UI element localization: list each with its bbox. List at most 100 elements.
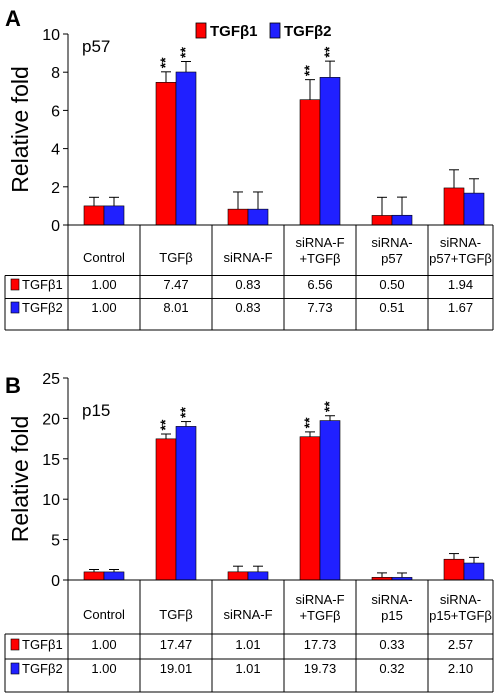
table-cell: 0.83 [235, 277, 260, 292]
category-label: siRNA-F [295, 235, 344, 250]
legend: TGFβ1 TGFβ2 [195, 22, 332, 40]
significance-mark: ** [157, 419, 173, 430]
y-tick-label: 0 [51, 218, 60, 235]
bar-tgfb1 [83, 205, 105, 226]
table-cell: 1.00 [91, 637, 116, 652]
table-cell: 1.67 [448, 300, 473, 315]
table-cell: 8.01 [163, 300, 188, 315]
bar-tgfb1 [371, 215, 393, 226]
table-cell: 17.47 [160, 637, 193, 652]
table-swatch [10, 278, 20, 291]
category-label: siRNA-F [223, 607, 272, 622]
y-tick-label: 8 [51, 65, 60, 82]
category-label: siRNA- [371, 592, 412, 607]
y-tick-label: 25 [42, 371, 60, 388]
y-tick-label: 6 [51, 103, 60, 120]
table-cell: 7.47 [163, 277, 188, 292]
category-label: p57+TGFβ [429, 251, 492, 266]
y-tick-label: 4 [51, 142, 60, 159]
y-tick-label: 15 [42, 452, 60, 469]
bar-tgfb2 [463, 562, 485, 581]
legend-label-tgfb2: TGFβ2 [284, 23, 332, 40]
table-cell: 0.51 [379, 300, 404, 315]
y-tick-label: 5 [51, 533, 60, 550]
table-cell: 1.01 [235, 637, 260, 652]
category-label: Control [83, 250, 125, 265]
significance-mark: ** [157, 57, 173, 68]
table-cell: 7.73 [307, 300, 332, 315]
y-axis-label: Relative fold [7, 416, 33, 543]
table-cell: 6.56 [307, 277, 332, 292]
bar-tgfb2 [391, 214, 413, 226]
table-cell: 17.73 [304, 637, 337, 652]
bar-tgfb1 [155, 438, 177, 581]
bar-tgfb1 [227, 208, 249, 226]
significance-mark: ** [301, 417, 317, 428]
category-label: p15 [381, 608, 403, 623]
bar-tgfb2 [319, 77, 341, 226]
category-label: siRNA-F [295, 592, 344, 607]
table-cell: 2.57 [448, 637, 473, 652]
table-row-label: TGFβ2 [22, 661, 63, 676]
y-axis-label: Relative fold [7, 66, 33, 193]
table-row-label: TGFβ2 [22, 300, 63, 315]
bar-tgfb1 [443, 558, 465, 581]
category-label: +TGFβ [299, 251, 340, 266]
table-cell: 0.33 [379, 637, 404, 652]
significance-mark: ** [321, 46, 337, 57]
panel-letter: B [5, 373, 21, 398]
table-cell: 0.83 [235, 300, 260, 315]
category-label: TGFβ [159, 607, 192, 622]
bar-tgfb1 [155, 82, 177, 226]
category-label: TGFβ [159, 250, 192, 265]
legend-label-tgfb1: TGFβ1 [210, 23, 258, 40]
category-label: +TGFβ [299, 608, 340, 623]
bar-tgfb2 [247, 571, 269, 581]
table-cell: 1.94 [448, 277, 473, 292]
bar-tgfb1 [83, 571, 105, 581]
legend-swatch-tgfb1 [195, 22, 207, 39]
bar-tgfb2 [247, 208, 269, 226]
bar-tgfb2 [175, 426, 197, 581]
category-label: Control [83, 607, 125, 622]
bar-tgfb2 [103, 205, 125, 226]
category-label: siRNA- [440, 235, 481, 250]
category-label: siRNA-F [223, 250, 272, 265]
table-row-label: TGFβ1 [22, 277, 63, 292]
table-cell: 0.50 [379, 277, 404, 292]
category-label: p15+TGFβ [429, 608, 492, 623]
y-tick-label: 0 [51, 573, 60, 590]
bar-tgfb1 [299, 436, 321, 581]
y-tick-label: 2 [51, 180, 60, 197]
bar-tgfb1 [227, 571, 249, 581]
bar-tgfb2 [319, 420, 341, 581]
bar-tgfb1 [443, 187, 465, 226]
table-cell: 1.00 [91, 661, 116, 676]
significance-mark: ** [177, 407, 193, 418]
gene-label: p15 [82, 401, 110, 420]
y-tick-label: 10 [42, 27, 60, 44]
bar-tgfb2 [463, 192, 485, 226]
gene-label: p57 [82, 37, 110, 56]
table-cell: 2.10 [448, 661, 473, 676]
table-cell: 1.01 [235, 661, 260, 676]
bar-tgfb2 [103, 571, 125, 581]
significance-mark: ** [301, 65, 317, 76]
y-tick-label: 20 [42, 411, 60, 428]
category-label: siRNA- [440, 592, 481, 607]
table-swatch [10, 638, 20, 651]
y-tick-label: 10 [42, 492, 60, 509]
table-cell: 1.00 [91, 300, 116, 315]
table-cell: 0.32 [379, 661, 404, 676]
significance-mark: ** [177, 47, 193, 58]
category-label: siRNA- [371, 235, 412, 250]
category-label: p57 [381, 251, 403, 266]
bar-tgfb2 [175, 71, 197, 226]
table-swatch [10, 662, 20, 675]
table-row-label: TGFβ1 [22, 637, 63, 652]
significance-mark: ** [321, 401, 337, 412]
bar-tgfb1 [299, 99, 321, 226]
